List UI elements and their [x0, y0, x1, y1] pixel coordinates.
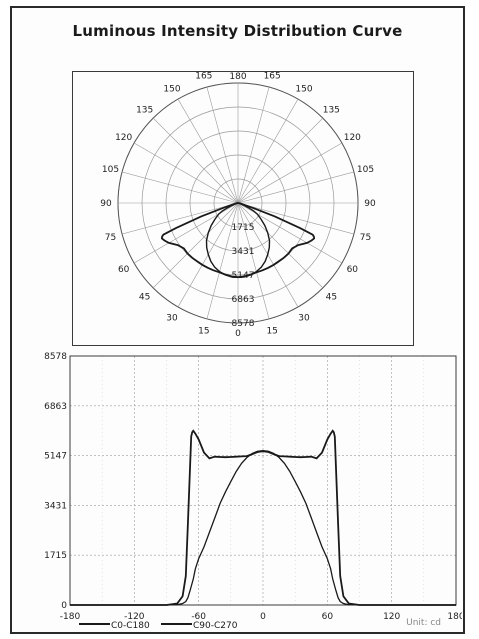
chart-sheet: Luminous Intensity Distribution Curve 18… [10, 6, 465, 634]
polar-angle-label: 15 [198, 327, 209, 337]
polar-spoke [152, 117, 239, 204]
polar-frame [72, 71, 414, 346]
polar-spoke [237, 98, 299, 204]
polar-radial-label: 1715 [232, 223, 255, 233]
polar-angle-label: 60 [118, 265, 130, 275]
y-tick-label: 1715 [44, 551, 67, 561]
polar-angle-label: 90 [364, 199, 376, 209]
polar-radial-label: 6863 [232, 295, 255, 305]
polar-angle-label: 180 [229, 72, 246, 82]
x-tick-label: 120 [383, 612, 400, 622]
y-tick-label: 6863 [44, 402, 67, 412]
polar-spoke [237, 117, 324, 204]
polar-spoke [177, 98, 239, 204]
unit-label: Unit: cd [406, 618, 441, 628]
polar-angle-label: 75 [105, 233, 116, 243]
x-tick-label: 180 [447, 612, 462, 622]
polar-spoke [122, 202, 239, 235]
y-tick-label: 5147 [44, 452, 67, 462]
polar-angle-label: 30 [166, 313, 178, 323]
y-tick-label: 0 [61, 601, 67, 611]
chart-title: Luminous Intensity Distribution Curve [72, 22, 403, 40]
polar-series-c90-c270 [205, 202, 271, 279]
plot-frame [69, 355, 457, 606]
y-tick-label: 3431 [44, 501, 67, 511]
polar-angle-label: 60 [347, 265, 359, 275]
x-tick-label: 0 [260, 612, 266, 622]
polar-curves [160, 202, 316, 279]
polar-angle-label: 150 [163, 85, 180, 95]
x-tick-label: -60 [191, 612, 206, 622]
polar-angle-label: 150 [295, 85, 312, 95]
cartesian-chart: -180 -120 -60 0 60 120 180 0 1715 3431 5147 6863 857… [44, 352, 462, 631]
polar-spoke [152, 202, 239, 289]
polar-angle-label: 45 [139, 292, 150, 302]
line-series-c90-c270 [70, 449, 456, 606]
polar-spoke [206, 202, 239, 319]
polar-angle-label: 45 [326, 292, 337, 302]
polar-spoke [206, 87, 239, 204]
polar-angle-label: 30 [298, 313, 310, 323]
chart-legend: C0-C180 C90-C270 [79, 621, 238, 631]
y-tick-label: 8578 [44, 352, 67, 362]
polar-radial-label: 8578 [232, 319, 255, 329]
polar-spoke [237, 87, 270, 204]
polar-spoke [237, 142, 343, 204]
polar-angle-label: 0 [235, 329, 241, 339]
polar-spoke [237, 202, 354, 235]
polar-radial-label: 3431 [232, 247, 255, 257]
polar-angle-label: 165 [195, 71, 212, 81]
polar-angle-label: 105 [357, 165, 374, 175]
x-tick-label: -120 [124, 612, 145, 622]
legend-label-c0: C0-C180 [111, 621, 150, 631]
polar-angle-label: 120 [344, 133, 361, 143]
polar-angle-label: 90 [100, 199, 112, 209]
polar-spoke [237, 202, 324, 289]
polar-angle-label: 135 [136, 106, 153, 116]
polar-spoke [237, 202, 270, 319]
legend-label-c90: C90-C270 [193, 621, 238, 631]
x-tick-label: -180 [60, 612, 81, 622]
polar-angle-label: 165 [264, 71, 281, 81]
polar-spoke [237, 171, 354, 204]
cartesian-grid [69, 355, 457, 606]
polar-angle-label: 120 [115, 133, 132, 143]
polar-angle-label: 75 [360, 233, 371, 243]
polar-angle-label: 15 [266, 327, 277, 337]
polar-spoke [133, 202, 239, 264]
cartesian-labels: -180 -120 -60 0 60 120 180 0 1715 3431 5147 6863 857… [44, 352, 462, 622]
polar-angle-label: 135 [323, 106, 340, 116]
polar-angle-label: 105 [102, 165, 119, 175]
cartesian-curves [70, 429, 456, 606]
polar-spoke [122, 171, 239, 204]
x-tick-label: 60 [322, 612, 334, 622]
polar-spoke [133, 142, 239, 204]
